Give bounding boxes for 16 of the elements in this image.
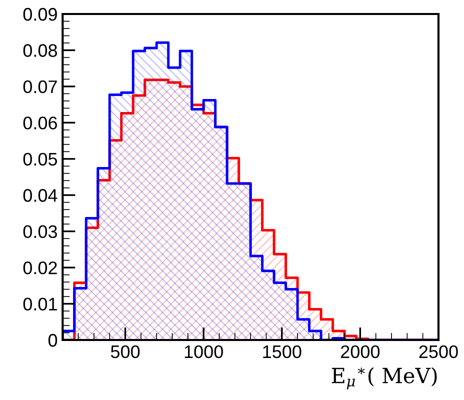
x-tick-label: 2000 xyxy=(341,345,380,358)
y-tick-label: 0.05 xyxy=(23,152,58,166)
y-tick-label: 0.06 xyxy=(23,116,57,130)
y-tick-label: 0.08 xyxy=(23,44,57,57)
y-tick-label: 0.03 xyxy=(23,225,57,238)
y-tick-label: 0.07 xyxy=(23,80,57,94)
y-tick-label: 0.04 xyxy=(23,189,58,202)
x-tick-label: 500 xyxy=(110,345,140,358)
y-tick-label: 0 xyxy=(48,334,58,347)
y-tick-label: 0.09 xyxy=(23,8,57,21)
x-tick-label: 1500 xyxy=(263,345,302,358)
x-tick-label: 1000 xyxy=(184,345,223,358)
y-tick-label: 0.01 xyxy=(23,298,57,310)
x-axis-title: E$_{μ}$$^{∗}$( MeV) xyxy=(332,367,437,390)
y-tick-label: 0.02 xyxy=(23,261,57,274)
x-tick-label: 2500 xyxy=(419,345,458,358)
